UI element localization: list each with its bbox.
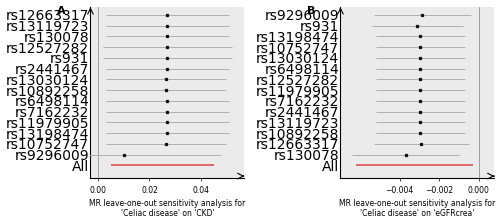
Text: A: A xyxy=(56,6,65,16)
X-axis label: MR leave-one-out sensitivity analysis for
'Celiac disease' on 'eGFRcrea': MR leave-one-out sensitivity analysis fo… xyxy=(340,199,496,218)
X-axis label: MR leave-one-out sensitivity analysis for
'Celiac disease' on 'CKD': MR leave-one-out sensitivity analysis fo… xyxy=(90,199,246,218)
Text: B: B xyxy=(306,6,315,16)
